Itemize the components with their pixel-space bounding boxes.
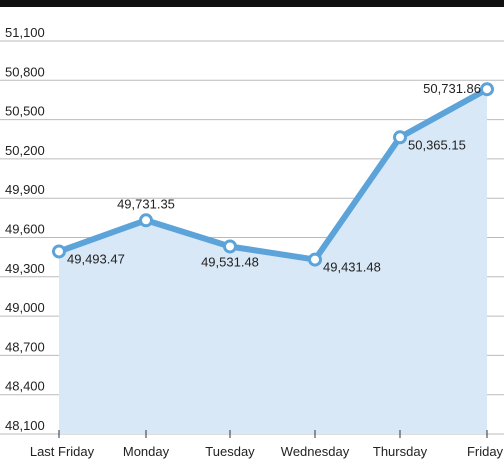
y-tick-label: 49,300 [5, 261, 45, 276]
data-label: 50,731.86 [423, 81, 481, 96]
y-tick-label: 48,400 [5, 379, 45, 394]
point [480, 82, 494, 97]
data-label: 49,531.48 [201, 254, 259, 269]
y-tick-label: 50,800 [5, 64, 45, 79]
area [59, 89, 487, 434]
data-label: 50,365.15 [408, 137, 466, 152]
top-bar [0, 0, 504, 7]
x-tick-label: Tuesday [205, 444, 255, 459]
y-tick-label: 50,200 [5, 143, 45, 158]
data-label: 49,493.47 [67, 251, 125, 266]
data-label: 49,731.35 [117, 196, 175, 211]
data-label: 49,431.48 [323, 260, 381, 275]
x-tick-label: Friday [467, 444, 504, 459]
point [393, 130, 407, 145]
y-tick-label: 51,100 [5, 25, 45, 40]
line [57, 86, 489, 263]
point [139, 213, 153, 228]
y-tick-label: 48,700 [5, 339, 45, 354]
x-tick-label: Last Friday [30, 444, 95, 459]
x-tick-label: Thursday [373, 444, 428, 459]
point [223, 239, 237, 254]
point [52, 244, 66, 259]
x-tick-label: Monday [123, 444, 170, 459]
y-tick-label: 50,500 [5, 104, 45, 119]
point [308, 252, 322, 267]
y-tick-label: 49,900 [5, 182, 45, 197]
y-tick-label: 48,100 [5, 418, 45, 433]
y-tick-label: 49,000 [5, 300, 45, 315]
y-tick-label: 49,600 [5, 222, 45, 237]
x-tick-label: Wednesday [281, 444, 350, 459]
